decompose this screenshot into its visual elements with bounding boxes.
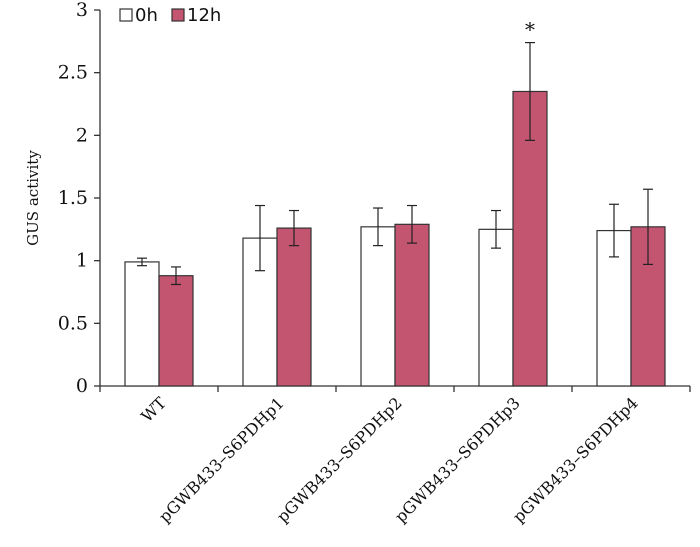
- bar-12h-0: [158, 275, 194, 387]
- bar-12h-1: [276, 227, 312, 387]
- bar-0h-0: [124, 261, 160, 387]
- significance-mark: *: [525, 18, 535, 42]
- y-tick-label: 0.5: [58, 312, 88, 334]
- bar-0h-3: [478, 228, 514, 387]
- y-tick-label: 1: [76, 250, 88, 272]
- y-tick-label: 2: [76, 124, 88, 146]
- y-axis: 0 0.5 1 1.5 2 2.5 3: [58, 0, 101, 397]
- legend-swatch-0h: [119, 8, 133, 22]
- error-bars-layer: [137, 41, 653, 286]
- bars-layer: [124, 90, 666, 387]
- x-axis: WTpGWB433–S6PDHp1pGWB433–S6PDHp2pGWB433–…: [99, 385, 691, 526]
- legend-swatch-12h: [171, 8, 185, 22]
- legend: 0h 12h: [119, 5, 221, 26]
- y-axis-title: GUS activity: [24, 150, 42, 246]
- x-tick-label: pGWB433–S6PDHp1: [155, 393, 288, 526]
- bar-0h-2: [360, 226, 396, 387]
- legend-label-12h: 12h: [187, 5, 221, 26]
- x-tick-label: pGWB433–S6PDHp2: [273, 393, 406, 526]
- x-tick-label: pGWB433–S6PDHp3: [391, 393, 524, 526]
- y-tick-label: 0: [76, 375, 88, 397]
- y-tick-label: 2.5: [58, 62, 88, 84]
- bar-12h-2: [394, 223, 430, 387]
- annotations-layer: *: [525, 18, 535, 42]
- legend-label-0h: 0h: [135, 5, 158, 26]
- y-tick-label: 1.5: [58, 187, 88, 209]
- x-tick-label: WT: [137, 393, 170, 426]
- x-tick-label: pGWB433–S6PDHp4: [509, 393, 642, 526]
- y-tick-label: 3: [76, 0, 88, 21]
